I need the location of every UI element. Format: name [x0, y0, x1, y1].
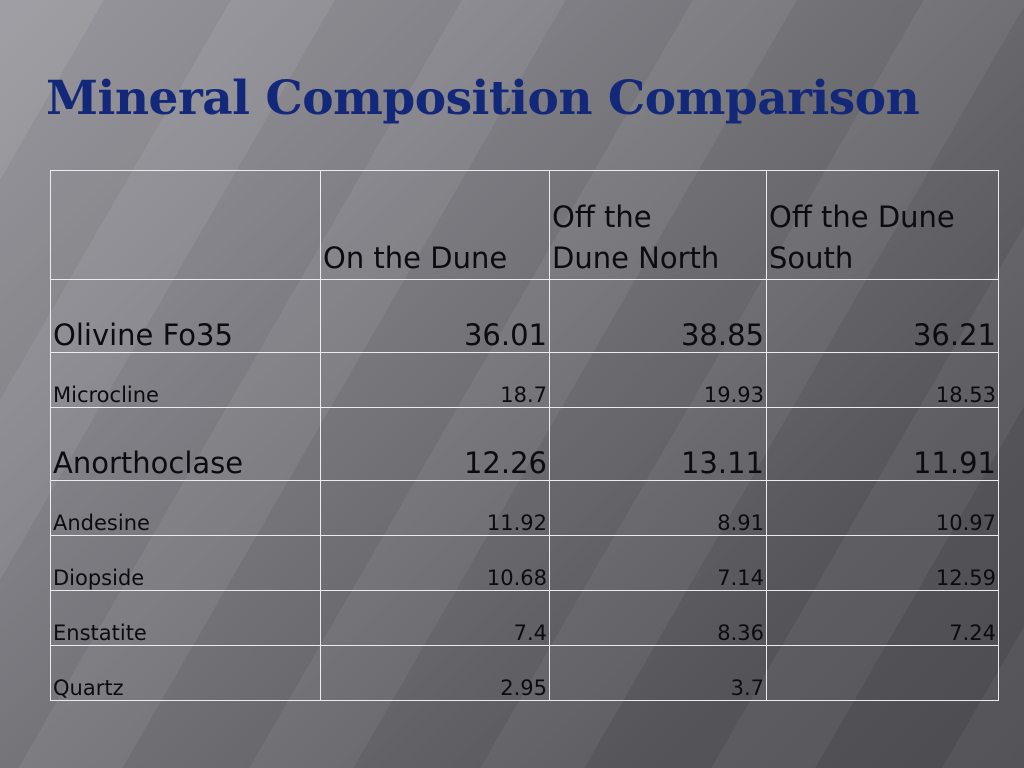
- value-off-south: 11.91: [766, 407, 999, 481]
- header-line: Off the: [552, 200, 652, 234]
- value-on-dune: 18.7: [320, 352, 550, 408]
- value-on-dune: 10.68: [320, 535, 550, 591]
- mineral-name: Andesine: [50, 480, 321, 536]
- header-corner-cell: [50, 170, 321, 280]
- value-off-north: 19.93: [549, 352, 767, 408]
- mineral-name: Diopside: [50, 535, 321, 591]
- value-off-north: 8.91: [549, 480, 767, 536]
- header-line: On the Dune: [323, 241, 508, 275]
- table-row: Andesine 11.92 8.91 10.97: [50, 480, 999, 536]
- value-on-dune: 36.01: [320, 279, 550, 353]
- value-on-dune: 7.4: [320, 590, 550, 646]
- slide-title: Mineral Composition Comparison: [46, 71, 920, 126]
- value-off-south: 10.97: [766, 480, 999, 536]
- mineral-name: Enstatite: [50, 590, 321, 646]
- header-line: Off the Dune: [769, 200, 955, 234]
- value-off-south: 12.59: [766, 535, 999, 591]
- table-row: Diopside 10.68 7.14 12.59: [50, 535, 999, 591]
- value-off-north: 38.85: [549, 279, 767, 353]
- header-line: South: [769, 241, 854, 275]
- mineral-name: Microcline: [50, 352, 321, 408]
- value-off-north: 7.14: [549, 535, 767, 591]
- value-on-dune: 11.92: [320, 480, 550, 536]
- value-on-dune: 2.95: [320, 645, 550, 701]
- header-off-the-dune-north: Off the Dune North: [549, 170, 767, 280]
- header-line: Dune North: [552, 241, 720, 275]
- value-off-south: 18.53: [766, 352, 999, 408]
- header-off-the-dune-south: Off the Dune South: [766, 170, 999, 280]
- value-off-south: 36.21: [766, 279, 999, 353]
- value-off-south: 7.24: [766, 590, 999, 646]
- table-row: Anorthoclase 12.26 13.11 11.91: [50, 407, 999, 481]
- value-off-north: 3.7: [549, 645, 767, 701]
- table-row: Enstatite 7.4 8.36 7.24: [50, 590, 999, 646]
- table-row: Olivine Fo35 36.01 38.85 36.21: [50, 279, 999, 353]
- value-off-south: [766, 645, 999, 701]
- mineral-name: Quartz: [50, 645, 321, 701]
- value-off-north: 13.11: [549, 407, 767, 481]
- value-off-north: 8.36: [549, 590, 767, 646]
- header-on-the-dune: On the Dune: [320, 170, 550, 280]
- mineral-name: Anorthoclase: [50, 407, 321, 481]
- mineral-name: Olivine Fo35: [50, 279, 321, 353]
- value-on-dune: 12.26: [320, 407, 550, 481]
- table-row: Quartz 2.95 3.7: [50, 645, 999, 701]
- table-header-row: On the Dune Off the Dune North Off the Du…: [50, 170, 999, 280]
- mineral-table: On the Dune Off the Dune North Off the Du…: [50, 170, 999, 701]
- table-row: Microcline 18.7 19.93 18.53: [50, 352, 999, 408]
